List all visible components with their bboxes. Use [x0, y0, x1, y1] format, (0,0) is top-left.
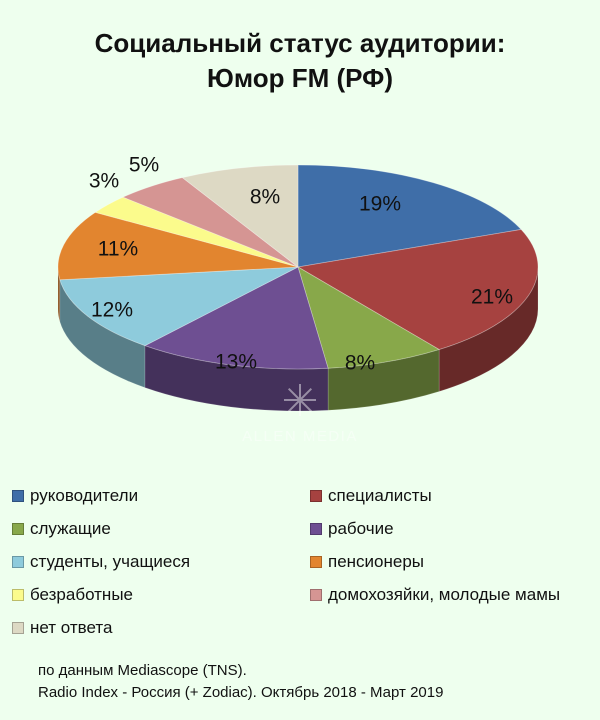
pie-slice-5	[57, 211, 299, 281]
pie-chart: ALLEN MEDIA 19% 21% 8% 13% 12% 11% 3% 5% 8%	[57, 154, 539, 445]
legend-label: студенты, учащиеся	[30, 552, 191, 571]
legend-item: руководители	[12, 486, 138, 506]
legend-swatch	[12, 556, 24, 568]
legend-item: рабочие	[310, 519, 394, 539]
chart-title-line2: Юмор FM (РФ)	[207, 63, 393, 93]
legend-label: домохозяйки, молодые мамы	[328, 585, 561, 604]
chart-title-line1: Социальный статус аудитории:	[94, 28, 506, 58]
source-note: по данным Mediascope (TNS). Radio Index …	[38, 660, 443, 704]
data-label-7: 5%	[129, 154, 159, 177]
data-label-4: 12%	[91, 299, 133, 322]
data-label-3: 13%	[215, 351, 257, 374]
legend-item: безработные	[12, 585, 133, 605]
chart-legend: руководители специалисты служащие рабочие ст…	[0, 486, 600, 646]
legend-swatch	[310, 490, 322, 502]
legend-item: служащие	[12, 519, 111, 539]
data-label-5: 11%	[98, 238, 138, 261]
data-label-0: 19%	[359, 193, 401, 216]
legend-item: студенты, учащиеся	[12, 552, 190, 572]
legend-swatch	[310, 589, 322, 601]
watermark-star-icon	[284, 384, 316, 416]
legend-swatch	[310, 556, 322, 568]
pie-slice-7	[122, 177, 299, 268]
data-label-6: 3%	[89, 170, 119, 193]
legend-item: домохозяйки, молодые мамы	[310, 585, 560, 605]
pie-slice-1	[296, 229, 539, 350]
legend-label: безработные	[30, 585, 133, 604]
legend-label: рабочие	[328, 519, 394, 538]
pie-slice-2	[297, 266, 441, 369]
data-label-1: 21%	[471, 286, 513, 309]
legend-label: служащие	[30, 519, 111, 538]
pie-slice-0	[297, 164, 522, 268]
legend-item: пенсионеры	[310, 552, 424, 572]
legend-swatch	[310, 523, 322, 535]
watermark-text: ALLEN MEDIA	[242, 428, 358, 445]
pie-slice-4	[59, 266, 299, 347]
legend-swatch	[12, 523, 24, 535]
legend-item: нет ответа	[12, 618, 112, 638]
data-label-8: 8%	[250, 186, 280, 209]
watermark-logo: ALLEN MEDIA	[242, 384, 358, 445]
legend-label: нет ответа	[30, 618, 113, 637]
legend-label: пенсионеры	[328, 552, 425, 571]
source-line1: по данным Mediascope (TNS).	[38, 662, 247, 679]
legend-swatch	[12, 490, 24, 502]
chart-title: Социальный статус аудитории: Юмор FM (РФ…	[0, 26, 600, 96]
legend-swatch	[12, 622, 24, 634]
legend-swatch	[12, 589, 24, 601]
pie-slice-6	[94, 196, 299, 268]
source-line2: Radio Index - Россия (+ Zodiac). Октябрь…	[38, 684, 444, 701]
legend-label: руководители	[30, 486, 139, 505]
pie-slice-3	[144, 266, 329, 370]
pie-slice-8	[181, 164, 299, 268]
legend-item: специалисты	[310, 486, 432, 506]
data-label-2: 8%	[345, 352, 375, 375]
legend-label: специалисты	[328, 486, 432, 505]
